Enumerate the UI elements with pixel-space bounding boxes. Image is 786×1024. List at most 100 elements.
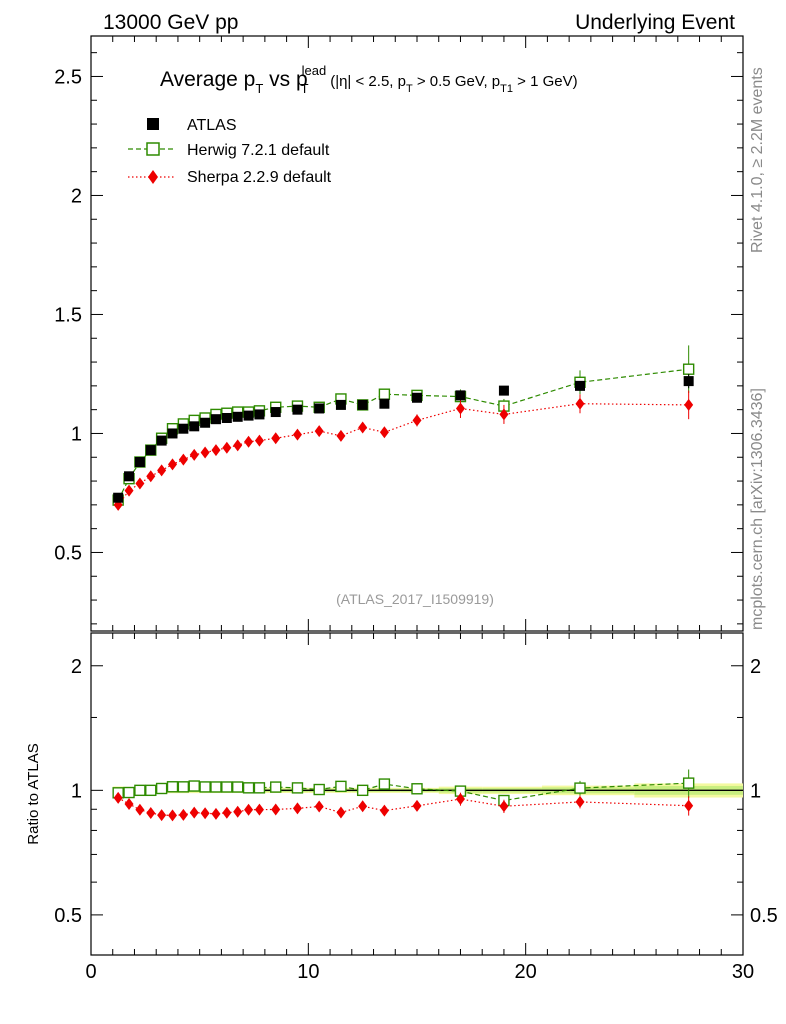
ratio-point-herwig [356,784,369,797]
point-sherpa [244,435,254,448]
ratio-point-sherpa [233,805,243,818]
ratio-y-tick-label-right: 2 [750,656,761,678]
point-sherpa [575,397,585,410]
point-sherpa [178,453,188,466]
ratio-point-sherpa [358,800,368,813]
point-atlas [683,376,694,387]
point-sherpa [292,428,302,441]
ratio-point-sherpa [168,809,177,822]
ratio-point-sherpa [244,803,254,816]
point-atlas [335,399,346,410]
point-atlas [270,407,281,418]
ratio-point-sherpa [113,791,123,804]
ratio-point-herwig [291,782,304,794]
ratio-point-sherpa [254,803,264,816]
ratio-y-tick-label-right: 1 [750,780,761,802]
ratio-y-tick-label-left: 0.5 [54,905,82,927]
ratio-point-herwig [574,782,586,794]
point-herwig [682,363,695,375]
y-tick-label: 2.5 [54,66,82,88]
point-sherpa [455,402,465,415]
ratio-point-sherpa [124,797,134,810]
ratio-point-sherpa [292,802,302,815]
ratio-point-herwig [242,782,255,794]
ratio-point-herwig [188,780,200,792]
header-left: 13000 GeV pp [103,11,238,34]
legend-label-herwig: Herwig 7.2.1 default [187,142,330,159]
point-atlas [156,435,167,446]
ratio-point-sherpa [222,806,232,819]
ratio-ylabel: Ratio to ATLAS [25,743,42,844]
point-sherpa [358,421,368,434]
point-atlas [221,412,232,423]
point-atlas [178,423,189,434]
ratio-point-herwig [177,781,190,793]
ratio-point-sherpa [575,795,585,808]
point-atlas [243,410,254,421]
ratio-point-herwig [123,786,135,799]
x-tick-label: 0 [85,961,96,983]
chart-title: Average pT vs pTlead(|η| < 2.5, pT > 0.5… [160,63,578,96]
point-sherpa [336,429,346,442]
rivet-label: Rivet 4.1.0, ≥ 2.2M events [749,67,766,253]
point-sherpa [684,398,694,411]
legend-label-atlas: ATLAS [187,117,237,134]
point-sherpa [135,477,145,490]
analysis-reference: (ATLAS_2017_I1509919) [336,591,494,607]
point-atlas [254,409,265,420]
point-sherpa [271,432,281,445]
point-sherpa [146,470,156,483]
legend-label-sherpa: Sherpa 2.2.9 default [187,169,332,186]
ratio-plot-data [112,769,695,822]
point-atlas [167,428,178,439]
point-sherpa [499,408,509,421]
point-atlas [455,390,466,401]
point-sherpa [211,444,221,457]
y-tick-label: 0.5 [54,542,82,564]
point-atlas [232,411,243,422]
ratio-point-herwig [210,781,222,793]
legend-marker-sherpa [148,170,158,184]
y-tick-label: 1.5 [54,304,82,326]
point-sherpa [157,464,167,477]
point-sherpa [379,426,389,439]
ratio-point-sherpa [684,799,694,812]
ratio-point-sherpa [379,804,389,817]
point-sherpa [200,446,210,459]
ratio-point-herwig [166,781,179,793]
x-tick-label: 20 [515,961,537,983]
ratio-point-sherpa [178,808,188,821]
point-atlas [357,399,368,410]
point-sherpa [189,448,199,461]
ratio-point-herwig [270,781,282,793]
axis-ticks: 0 10 20 30 0.5 1 1.5 2 2.5 0.5 0.5 1 1 2 2 [54,36,778,983]
ratio-point-herwig [134,784,146,797]
ratio-point-sherpa [135,803,145,816]
point-sherpa [314,425,324,438]
legend-marker-herwig [146,142,160,156]
ratio-y-tick-label-left: 1 [71,780,82,802]
point-atlas [113,492,124,503]
ratio-point-herwig [682,777,695,789]
main-plot-data [112,345,695,511]
point-atlas [575,380,585,391]
x-tick-label: 10 [297,961,319,983]
ratio-point-sherpa [455,793,465,806]
point-atlas [210,414,221,425]
series-line-herwig [117,368,689,501]
ratio-point-sherpa [314,800,324,813]
ratio-point-herwig [378,778,391,790]
ratio-point-herwig [231,781,244,793]
ratio-point-herwig [253,782,266,794]
point-atlas [145,445,156,456]
ratio-point-herwig [411,783,423,795]
point-sherpa [254,434,264,447]
ratio-point-sherpa [336,806,346,819]
ratio-point-sherpa [211,807,221,820]
ratio-point-sherpa [271,803,281,816]
legend: ATLAS Herwig 7.2.1 default Sherpa 2.2.9 … [128,117,332,186]
ratio-point-sherpa [412,799,422,812]
mcplots-label: mcplots.cern.ch [arXiv:1306.3436] [749,388,766,630]
ratio-point-herwig [313,783,325,796]
